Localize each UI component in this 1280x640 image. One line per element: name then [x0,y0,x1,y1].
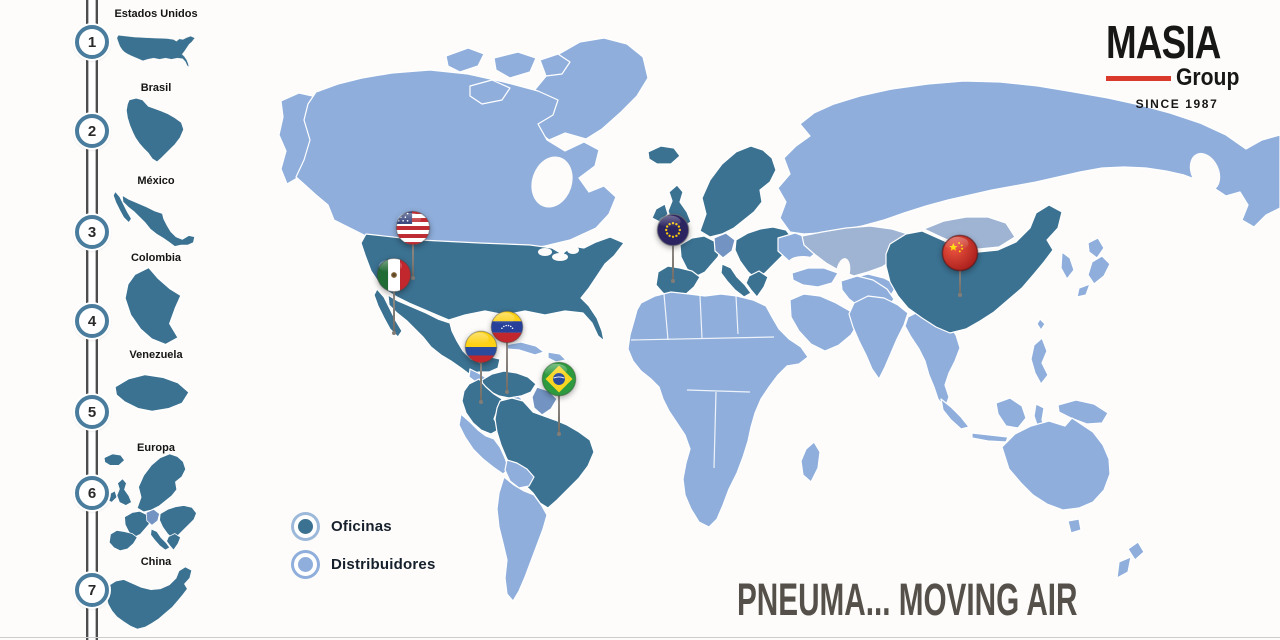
brand-group: Group [1176,64,1240,91]
timeline-number-1: 1 [75,25,109,59]
colombia-silhouette-icon [123,266,183,346]
brand-name: MASIA [1106,16,1221,68]
map-pin-usa[interactable] [395,210,431,251]
map-pin-colombia[interactable] [464,330,498,369]
timeline-number-2: 2 [75,114,109,148]
sidebar-item-label: China [140,556,172,568]
map-pin-china[interactable] [941,234,979,277]
pin-stem [671,230,675,283]
map-pin-mexico[interactable] [376,257,412,298]
sidebar-item-label: México [137,175,175,187]
sidebar-item-label: Venezuela [129,349,183,361]
pin-stem [958,253,962,297]
usa-silhouette-icon [116,35,195,68]
timeline-number-6: 6 [75,476,109,510]
sidebar-item-label: Brasil [140,82,172,94]
timeline-number-7: 7 [75,573,109,607]
legend-label: Distribuidores [331,555,436,573]
brazil-flag-icon [541,361,577,397]
venezuela-flag-icon [490,310,524,344]
timeline-number-5: 5 [75,395,109,429]
pin-stem [557,379,561,436]
sidebar-item-label: Europa [137,442,175,454]
pin-stem [505,327,509,394]
legend-row-offices: Oficinas [294,512,435,540]
brand-logo: MASIA Group SINCE 1987 [1106,16,1248,111]
brazil-silhouette-icon [125,97,185,163]
china-flag-icon [941,234,979,272]
europe-flag-icon [656,213,690,247]
mexico-flag-icon [376,257,412,293]
slogan-title: PNEUMA... MOVING AIR [737,574,1078,625]
mexico-silhouette-icon [112,191,196,247]
legend-label: Oficinas [331,517,392,535]
pin-stem [392,275,396,335]
map-pin-venezuela[interactable] [490,310,524,349]
brand-since: SINCE 1987 [1135,97,1219,111]
brand-red-bar [1106,75,1171,81]
sidebar-item-label: Estados Unidos [114,8,198,20]
distributor-marker-icon [294,552,317,576]
venezuela-silhouette-icon [113,373,191,413]
usa-flag-icon [395,210,431,246]
pin-stem [411,228,415,280]
timeline-number-4: 4 [75,304,109,338]
map-legend: Oficinas Distribuidores [294,512,435,588]
legend-row-distributors: Distribuidores [294,550,435,578]
sidebar-item-label: Colombia [130,252,182,264]
bottom-divider [0,637,1280,638]
office-marker-icon [294,514,317,538]
map-pin-europe[interactable] [656,213,690,252]
pin-stem [479,347,483,404]
europe-silhouette-icon [103,453,197,552]
china-silhouette-icon [106,566,192,630]
timeline-number-3: 3 [75,215,109,249]
map-pin-brazil[interactable] [541,361,577,402]
colombia-flag-icon [464,330,498,364]
